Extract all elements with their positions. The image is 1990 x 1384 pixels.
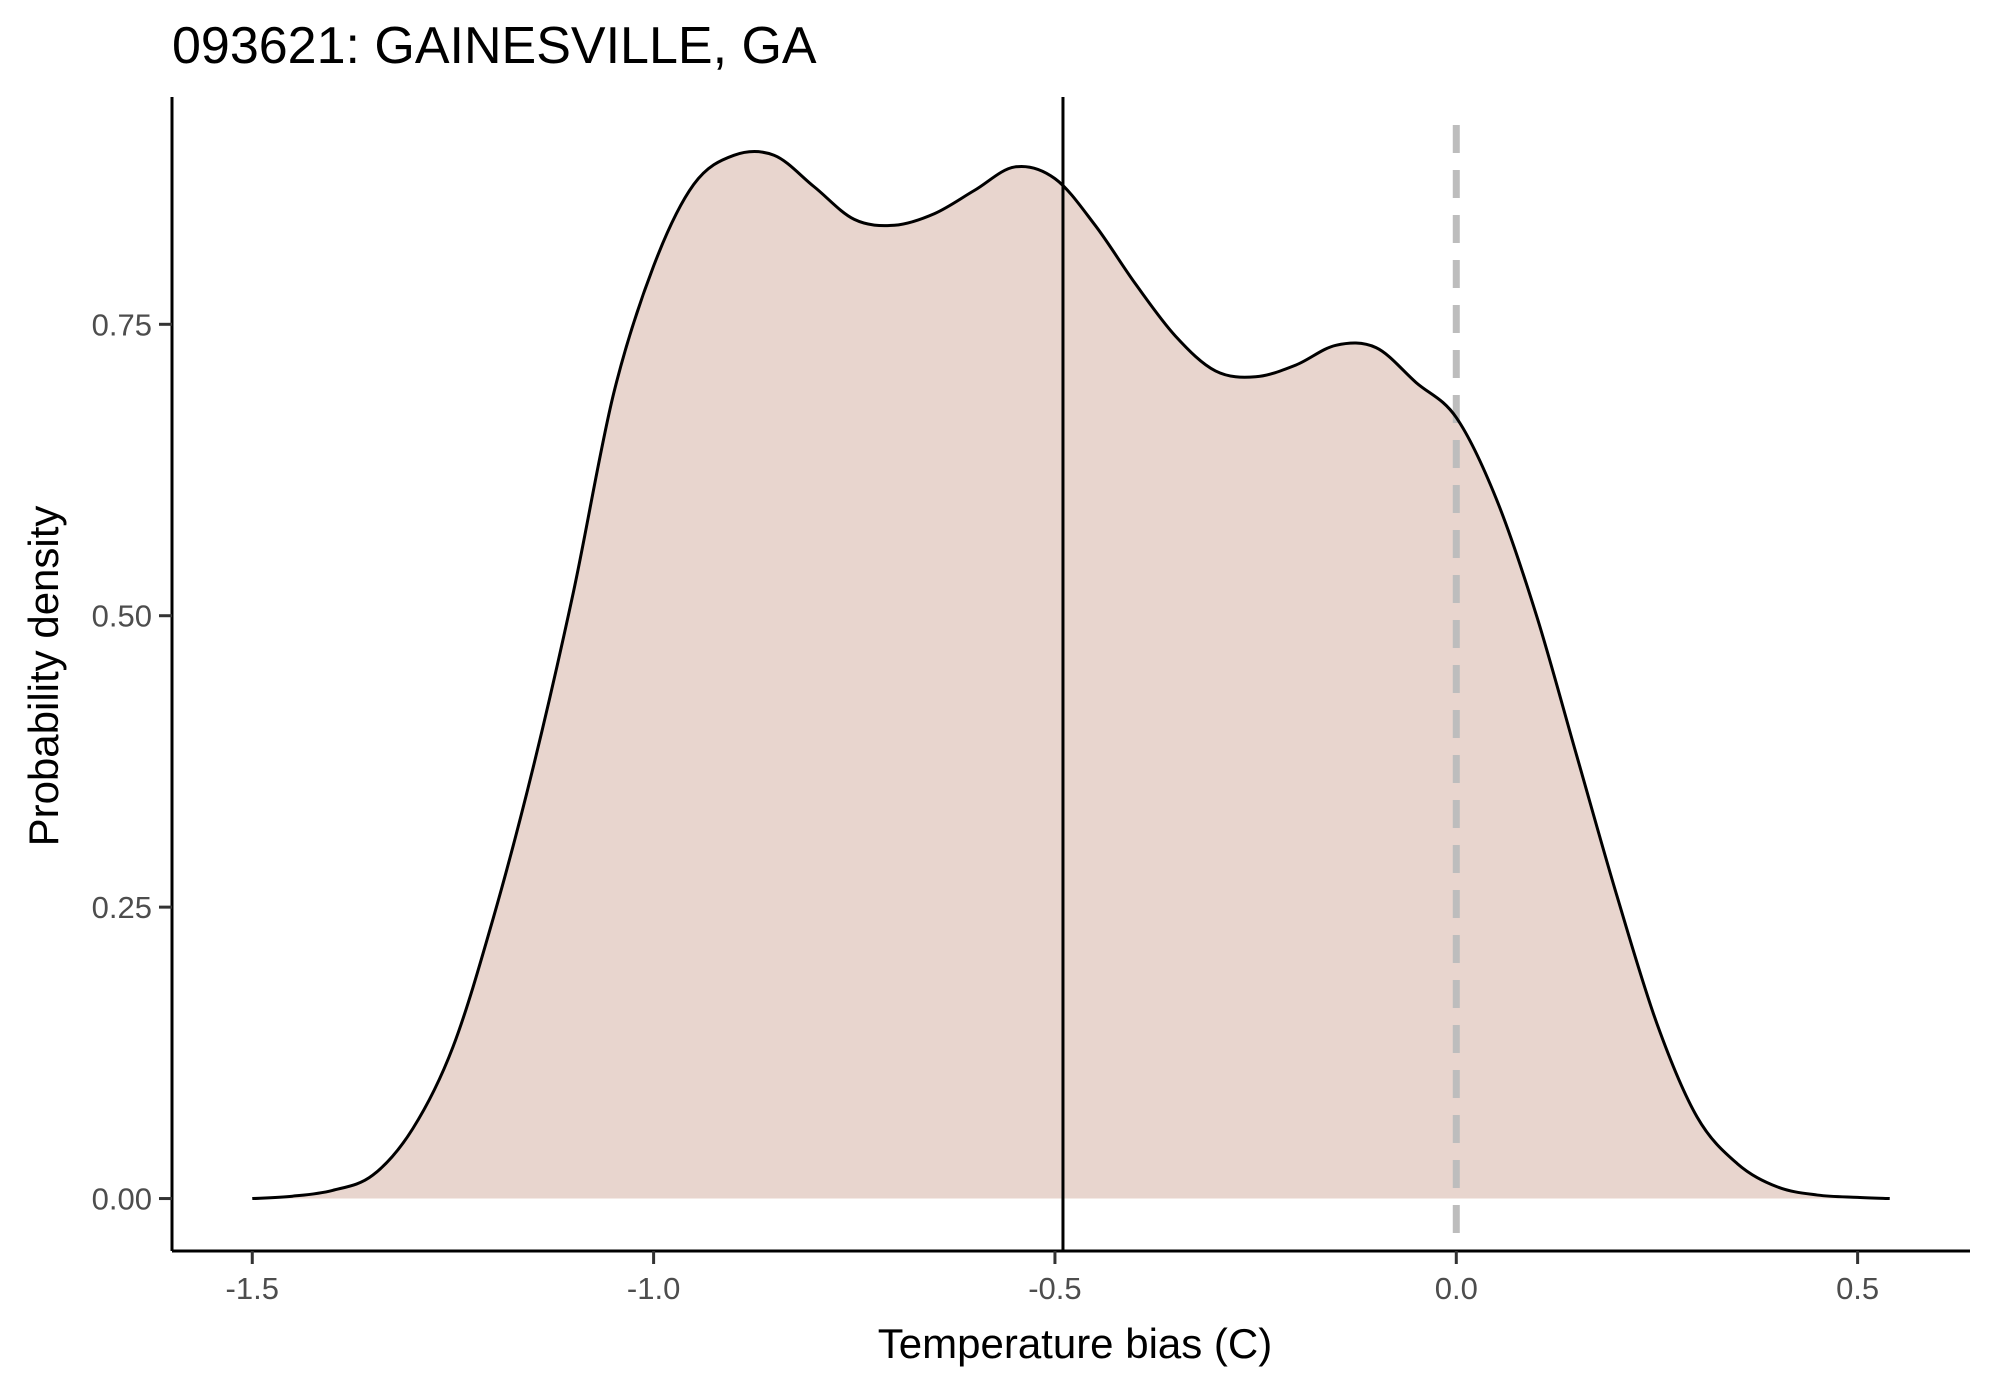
y-tick-label: 0.25 [92,890,152,925]
plot-area [252,97,1890,1251]
chart-title: 093621: GAINESVILLE, GA [172,17,817,75]
x-tick-label: 0.0 [1435,1271,1478,1306]
y-tick-label: 0.00 [92,1182,152,1217]
x-axis-title: Temperature bias (C) [878,1320,1272,1367]
x-tick-label: -0.5 [1028,1271,1081,1306]
axes: -1.5 -1.0 -0.5 0.0 0.5 0.00 0.25 0.50 0.75 [92,97,1970,1306]
y-tick-label: 0.75 [92,307,152,342]
x-tick-label: -1.0 [627,1271,680,1306]
y-tick-label: 0.50 [92,599,152,634]
x-tick-label: -1.5 [226,1271,279,1306]
y-axis-title: Probability density [20,506,67,847]
density-area [252,151,1890,1199]
x-tick-label: 0.5 [1836,1271,1879,1306]
